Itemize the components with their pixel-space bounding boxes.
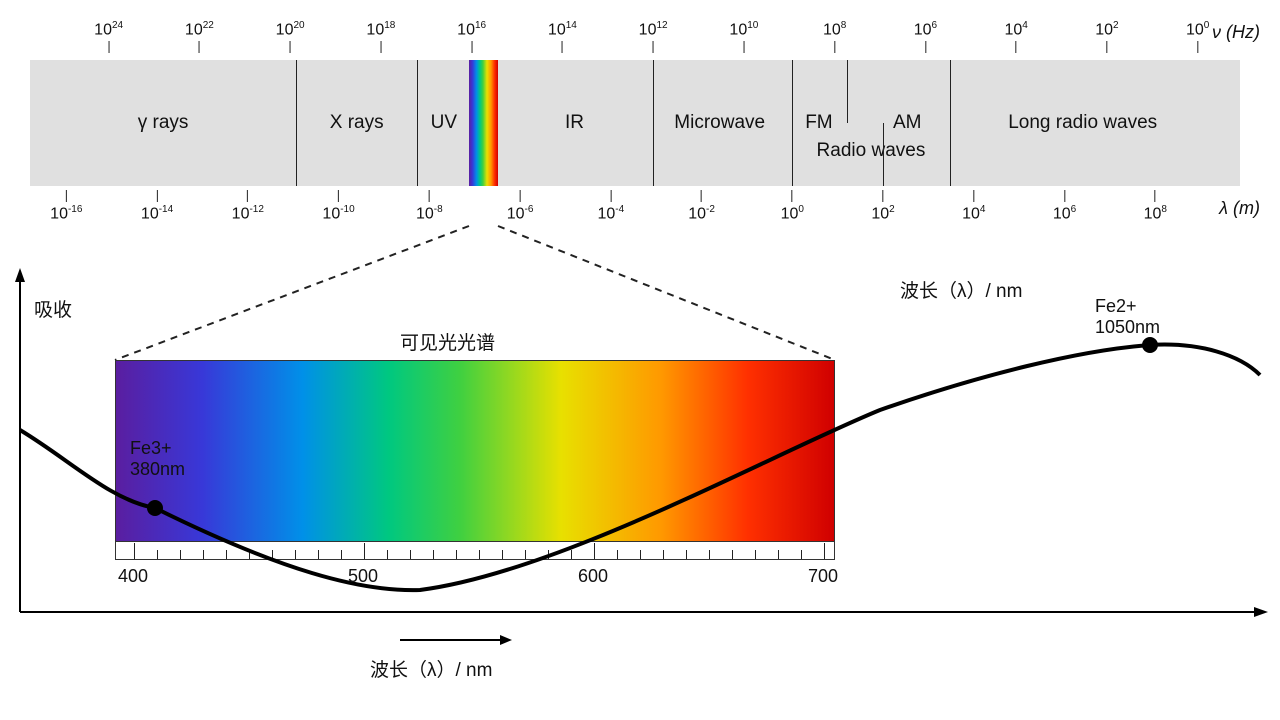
wavelength-unit-label: λ (m) bbox=[1219, 198, 1260, 219]
fe3-wavelength-text: 380nm bbox=[130, 459, 185, 480]
frequency-ticks: 1024102210201018101610141012101010810610… bbox=[30, 20, 1240, 60]
fe2-ion-text: Fe2+ bbox=[1095, 296, 1160, 317]
visible-spectrum-title: 可见光光谱 bbox=[400, 328, 495, 355]
wavelength-top-right-label: 波长（λ）/ nm bbox=[900, 276, 1022, 303]
em-spectrum: 1024102210201018101610141012101010810610… bbox=[30, 20, 1240, 226]
wavelength-axis-label: 波长（λ）/ nm bbox=[370, 655, 492, 682]
fe3-label: Fe3+ 380nm bbox=[130, 438, 185, 480]
spectrum-band: γ raysX raysUVIRMicrowaveFMAMRadio waves… bbox=[30, 60, 1240, 186]
wavelength-ticks: 10-1610-1410-1210-1010-810-610-410-21001… bbox=[30, 186, 1240, 226]
fe3-ion-text: Fe3+ bbox=[130, 438, 185, 459]
fe2-label: Fe2+ 1050nm bbox=[1095, 296, 1160, 338]
visible-spectrum-ticks: 400500600700 bbox=[115, 566, 835, 596]
fe2-wavelength-text: 1050nm bbox=[1095, 317, 1160, 338]
visible-spectrum-gradient bbox=[115, 360, 835, 560]
wavelength-direction-arrow bbox=[390, 628, 590, 658]
frequency-unit-label: ν (Hz) bbox=[1212, 22, 1260, 43]
absorption-axis-label: 吸收 bbox=[34, 295, 72, 322]
